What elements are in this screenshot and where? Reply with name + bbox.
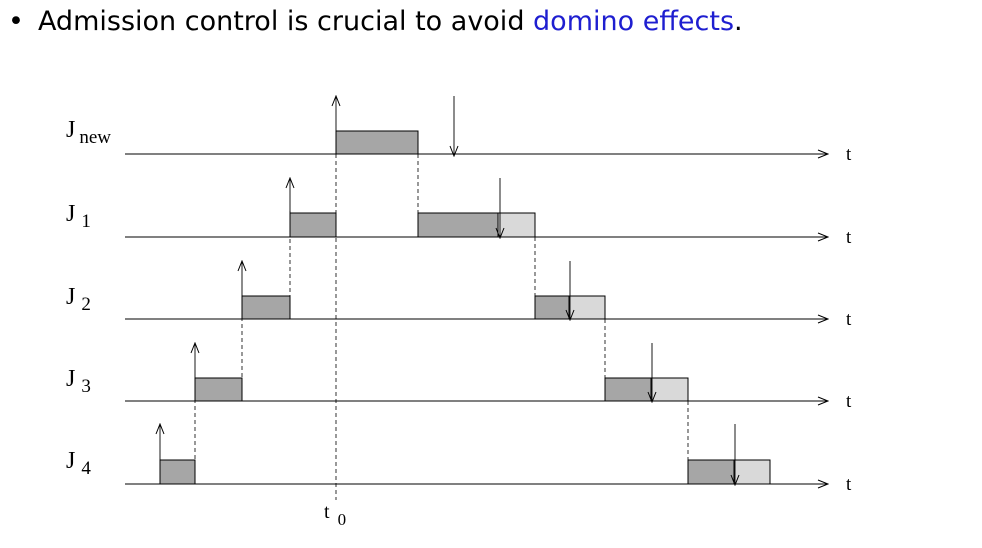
bullet-text-end: . bbox=[734, 6, 743, 37]
release-arrows bbox=[160, 96, 336, 460]
axis-label-j4: t bbox=[846, 474, 852, 495]
j3-exec-block-1 bbox=[194, 377, 243, 402]
j2-exec-block-1 bbox=[241, 295, 291, 320]
j2-exec-block-2 bbox=[534, 295, 570, 320]
j3-overrun-block bbox=[650, 377, 689, 402]
j4-exec-block-2 bbox=[687, 459, 735, 485]
deadline-arrows bbox=[454, 96, 735, 485]
axis-label-j1: t bbox=[846, 227, 852, 248]
axis-label-j2: t bbox=[846, 309, 852, 330]
jnew-exec-block bbox=[335, 130, 419, 155]
bullet-text: • Admission control is crucial to avoid d… bbox=[8, 6, 743, 37]
bullet-dot: • bbox=[8, 6, 24, 37]
j3-exec-block-2 bbox=[604, 377, 652, 402]
dashed-connectors bbox=[194, 154, 689, 500]
axis-label-jnew: t bbox=[846, 144, 852, 165]
execution-blocks bbox=[159, 130, 771, 485]
axis-label-j3: t bbox=[846, 391, 852, 412]
j1-overrun-block bbox=[497, 212, 536, 238]
j1-exec-block-1 bbox=[289, 212, 337, 238]
time-axes bbox=[125, 154, 828, 484]
j4-overrun-block bbox=[733, 459, 771, 485]
j4-exec-block-1 bbox=[159, 459, 196, 485]
domino-effects-highlight: domino effects bbox=[533, 6, 735, 37]
bullet-text-start: Admission control is crucial to avoid bbox=[37, 6, 534, 37]
j2-overrun-block bbox=[568, 295, 606, 320]
j1-exec-block-2 bbox=[417, 212, 499, 238]
